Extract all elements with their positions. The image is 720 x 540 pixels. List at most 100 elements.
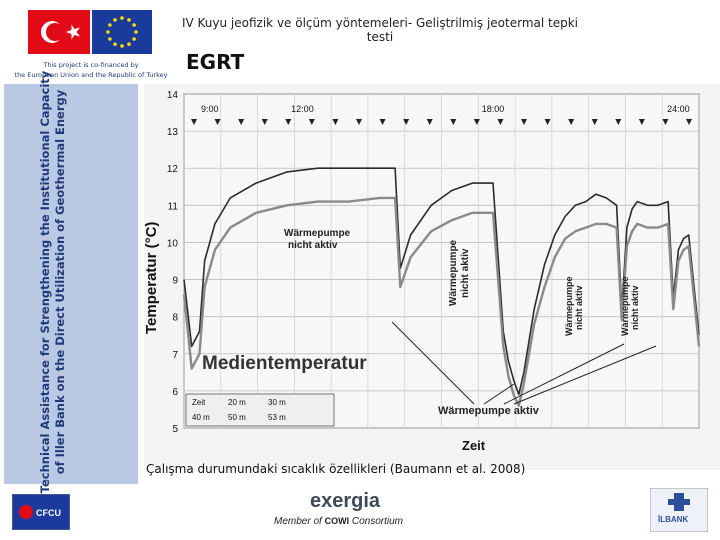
grid-lines [183,93,700,429]
annotation-medientemperatur: Medientemperatur [202,353,367,374]
annotation-pump-off-4a: Wärmepumpe [620,276,630,336]
slide-title: EGRT [186,50,245,74]
x-top-label: 18:00 [482,104,505,114]
eu-star [132,37,136,41]
cfcu-logo-text: CFCU [36,508,61,518]
annotation-pump-off-1b: nicht aktiv [288,240,338,251]
arrow-to-dip-2 [483,383,515,405]
annotation-pump-on: Wärmepumpe aktiv [438,405,540,417]
eu-star [113,18,117,22]
time-marker [308,119,315,125]
ilbank-logo-mark [668,493,690,511]
time-marker [615,119,622,125]
side-band [4,84,138,484]
series-lines [182,167,701,407]
ilbank-logo-text: İLBANK [658,515,688,524]
time-marker [638,119,645,125]
time-marker [568,119,575,125]
time-marker [332,119,339,125]
legend-entry-2: 20 m [228,398,246,407]
x-top-label: 24:00 [667,104,690,114]
legend-box [185,393,335,427]
eu-star [108,37,112,41]
eu-star [127,42,131,46]
time-marker [591,119,598,125]
figure-caption: Çalışma durumundaki sıcaklık özellikleri… [146,462,526,476]
time-marker [544,119,551,125]
series-line-2 [182,196,701,407]
eu-star [120,16,124,20]
annotation-pump-off-2b: nicht aktiv [460,248,471,298]
flag-crescent-inner [46,23,64,41]
time-marker [521,119,527,125]
y-axis-label: Temperatur (°C) [144,222,160,334]
side-text-line-2: of Iller Bank on the Direct Utilization … [53,89,67,475]
time-marker [403,119,410,125]
consortium-line: Member of COWI Consortium [274,516,403,527]
time-marker [379,119,386,125]
time-marker [191,119,197,125]
time-marker [356,119,362,125]
eu-star [113,42,117,46]
flag-star [66,24,80,40]
member-suffix: Consortium [351,516,403,527]
eu-star [120,44,124,48]
annotation-pump-off-1a: Wärmepumpe [284,228,351,239]
y-tick-label: 14 [167,90,179,101]
cfcu-logo-icon: CFCU [12,494,70,530]
x-top-labels: 9:00 12:00 18:00 24:00 [191,104,692,125]
legend-entry-4: 40 m [192,413,210,422]
eu-star [134,30,138,34]
time-marker [473,119,480,125]
ilbank-logo-icon: İLBANK [650,488,708,532]
y-tick-label: 10 [167,238,179,249]
cofinanced-notice: This project is co-financed by the Europ… [6,60,176,80]
annotation-pump-off-2a: Wärmepumpe [448,239,459,306]
legend: Zeit 20 m 30 m 40 m 50 m 53 m [185,393,335,427]
cofinanced-line-2: the European Union and the Republic of T… [14,71,168,79]
cofinanced-line-1: This project is co-financed by [43,61,139,69]
eu-flag-icon [92,10,152,54]
time-marker [497,119,504,125]
y-tick-label: 9 [172,276,178,287]
temperature-chart: 5 6 7 8 9 10 11 12 13 14 9:00 12:00 18:00 24:00 Temp… [144,84,720,470]
time-marker [686,119,692,125]
side-text-line-1: Technical Assistance for Strengthening t… [38,70,52,494]
side-project-text: Technical Assistance for Strengthening t… [38,57,88,507]
legend-entry-3: 30 m [268,398,286,407]
y-tick-label: 8 [172,313,178,324]
arrow-to-dip-4 [513,345,657,405]
time-marker [285,119,292,125]
eu-star [127,18,131,22]
time-marker [238,119,245,125]
eu-star [106,30,110,34]
turkish-flag-icon [28,10,90,54]
y-tick-label: 5 [172,424,178,435]
time-marker [426,119,433,125]
member-prefix: Member of [274,516,322,527]
y-tick-label: 13 [167,127,179,138]
time-marker [214,119,221,125]
arrow-to-dip-1 [391,321,475,405]
legend-entry-5: 50 m [228,413,246,422]
x-top-label: 12:00 [291,104,314,114]
annotation-pump-off-3b: nicht aktiv [574,285,584,330]
legend-entry-6: 53 m [268,413,286,422]
annotation-arrows [391,321,657,405]
cfcu-logo-mark [19,505,33,519]
legend-entry-1: Zeit [192,398,206,407]
eu-star [108,23,112,27]
y-tick-label: 6 [172,387,178,398]
series-line-1 [183,167,700,396]
y-tick-label: 7 [172,350,178,361]
eu-star [132,23,136,27]
y-tick-labels: 5 6 7 8 9 10 11 12 13 14 [167,90,179,435]
cowi-logo: COWI [324,516,350,526]
eu-stars [106,16,138,48]
header-title: IV Kuyu jeofizik ve ölçüm yöntemeleri- G… [181,16,579,44]
x-top-label: 9:00 [201,104,219,114]
time-marker [662,119,669,125]
y-tick-label: 11 [168,201,179,212]
annotation-pump-off-3a: Wärmepumpe [564,276,574,336]
annotation-pump-off-4b: nicht aktiv [630,285,640,330]
